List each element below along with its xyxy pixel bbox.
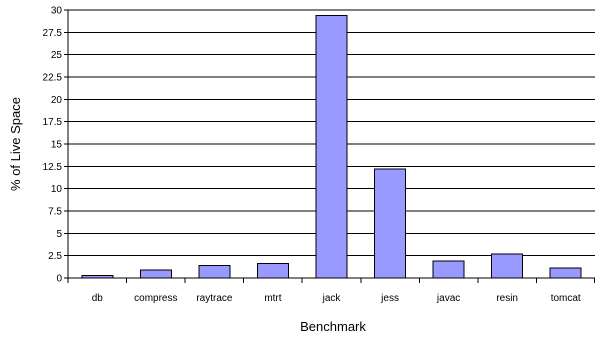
bar-mtrt — [256, 263, 289, 279]
y-tick-label: 20 — [51, 95, 63, 106]
x-tick-label-mtrt: mtrt — [264, 293, 281, 304]
x-tick-labels: db compress raytrace mtrt jack jess javac resin… — [92, 293, 581, 304]
bar-jack — [315, 14, 348, 279]
x-tick-label-compress: compress — [134, 293, 177, 304]
axes — [67, 10, 595, 283]
bar-javac — [432, 260, 465, 279]
bar-jess — [374, 168, 407, 279]
y-tick-label: 0 — [56, 274, 62, 285]
bar-raytrace — [198, 264, 231, 279]
x-tick-label-jack: jack — [322, 293, 342, 304]
y-axis-label: % of Live Space — [8, 97, 23, 191]
bar-tomcat — [549, 267, 582, 279]
x-tick-label-raytrace: raytrace — [196, 293, 233, 304]
y-tick-label: 30 — [51, 6, 63, 17]
y-tick-label: 5 — [56, 229, 62, 240]
x-tick-label-resin: resin — [496, 293, 518, 304]
x-tick-label-tomcat: tomcat — [551, 293, 581, 304]
y-tick-label: 2.5 — [48, 251, 62, 262]
y-tick-label: 25 — [51, 50, 63, 61]
y-tick-label: 22.5 — [43, 73, 63, 84]
y-tick-label: 27.5 — [43, 28, 63, 39]
y-tick-label: 15 — [51, 140, 63, 151]
y-tick-label: 17.5 — [43, 117, 63, 128]
y-tick-labels: 0 2.5 5 7.5 10 12.5 15 17.5 20 22.5 25 27.5 30 — [43, 6, 63, 285]
x-tick-label-jess: jess — [380, 293, 399, 304]
bars — [81, 14, 582, 279]
x-tick-label-javac: javac — [436, 293, 460, 304]
y-tick-label: 10 — [51, 184, 63, 195]
y-tick-label: 7.5 — [48, 207, 62, 218]
y-tick-label: 12.5 — [43, 162, 63, 173]
x-tick-label-db: db — [92, 293, 104, 304]
bar-compress — [139, 269, 172, 279]
bar-resin — [491, 253, 524, 279]
x-axis-label: Benchmark — [300, 319, 366, 334]
